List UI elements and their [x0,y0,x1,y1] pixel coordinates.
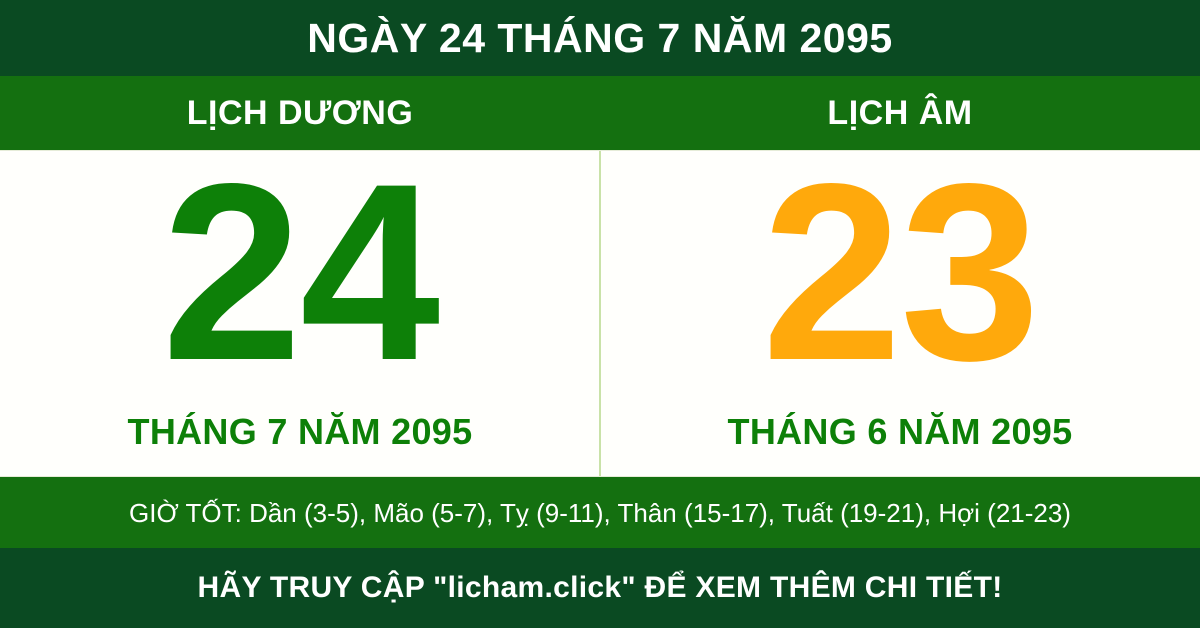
solar-month-year: THÁNG 7 NĂM 2095 [127,410,473,452]
solar-column-heading: LỊCH DƯƠNG [0,76,600,150]
lunar-day-number: 23 [761,132,1040,413]
lunar-heading-label: LỊCH ÂM [827,94,973,132]
lunar-month-year: THÁNG 6 NĂM 2095 [727,410,1073,452]
page-title: NGÀY 24 THÁNG 7 NĂM 2095 [307,14,893,61]
good-hours-band: GIỜ TỐT: Dần (3-5), Mão (5-7), Tỵ (9-11)… [0,477,1200,548]
solar-date-panel: 24 THÁNG 7 NĂM 2095 [0,132,600,476]
header-band: NGÀY 24 THÁNG 7 NĂM 2095 [0,0,1200,76]
solar-heading-label: LỊCH DƯƠNG [186,94,414,132]
footer-band: HÃY TRUY CẬP "licham.click" ĐỂ XEM THÊM … [0,548,1200,628]
good-hours-text: GIỜ TỐT: Dần (3-5), Mão (5-7), Tỵ (9-11)… [129,497,1071,528]
solar-day-number: 24 [161,132,440,413]
lunar-column-heading: LỊCH ÂM [600,76,1200,150]
footer-cta-text: HÃY TRUY CẬP "licham.click" ĐỂ XEM THÊM … [197,571,1003,604]
column-headings-band: LỊCH DƯƠNG LỊCH ÂM [0,76,1200,150]
panel-divider [599,151,601,476]
lunar-date-panel: 23 THÁNG 6 NĂM 2095 [600,132,1200,476]
calendar-main-area: 24 THÁNG 7 NĂM 2095 23 THÁNG 6 NĂM 2095 [0,132,1200,477]
